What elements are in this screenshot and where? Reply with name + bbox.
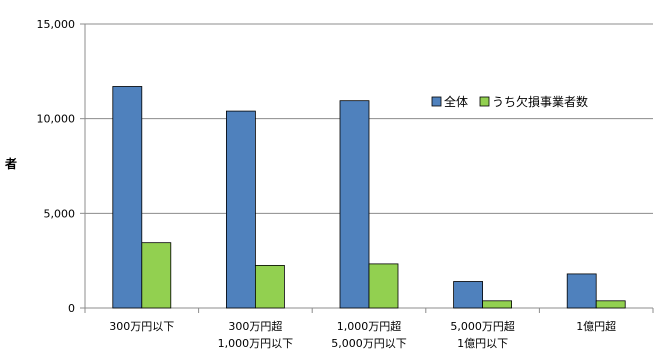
bar-deficit [368,263,399,309]
x-tick-label: 1億円超 [576,319,616,333]
x-tick-label: 1,000万円超 [337,319,402,333]
labels: 0 5,000 10,000 15,000 300万円以下 300万円超 1,000万円以下… [37,18,617,350]
legend-swatch [479,96,490,107]
x-tick-label: 300万円超 [228,319,282,333]
x-tick-label: 300万円以下 [109,320,174,333]
x-tick-label: 1億円以下 [457,337,508,350]
legend-label: うち欠損事業者数 [492,94,588,109]
y-tick-label: 10,000 [37,113,76,126]
y-axis-label: 者 [4,156,17,171]
bar-deficit [254,264,285,309]
bar-deficit [141,242,172,309]
bar-total [225,110,256,309]
y-tick-label: 5,000 [44,207,76,220]
x-tick-label: 5,000万円超 [450,319,515,333]
y-tick-label: 15,000 [37,18,76,31]
bar-total [112,86,143,309]
legend: 全体 うち欠損事業者数 [428,92,620,114]
legend-swatch [431,96,442,107]
x-tick-label: 1,000万円以下 [218,337,294,350]
x-tick-label: 5,000万円以下 [331,337,407,350]
bars [112,86,626,309]
bar-deficit [482,300,513,309]
legend-background [428,92,620,114]
legend-label: 全体 [444,94,468,109]
bar-total [566,273,597,309]
y-tick-label: 0 [68,302,75,315]
bar-total [339,100,370,309]
bar-total [453,281,484,309]
bar-deficit [595,300,626,309]
